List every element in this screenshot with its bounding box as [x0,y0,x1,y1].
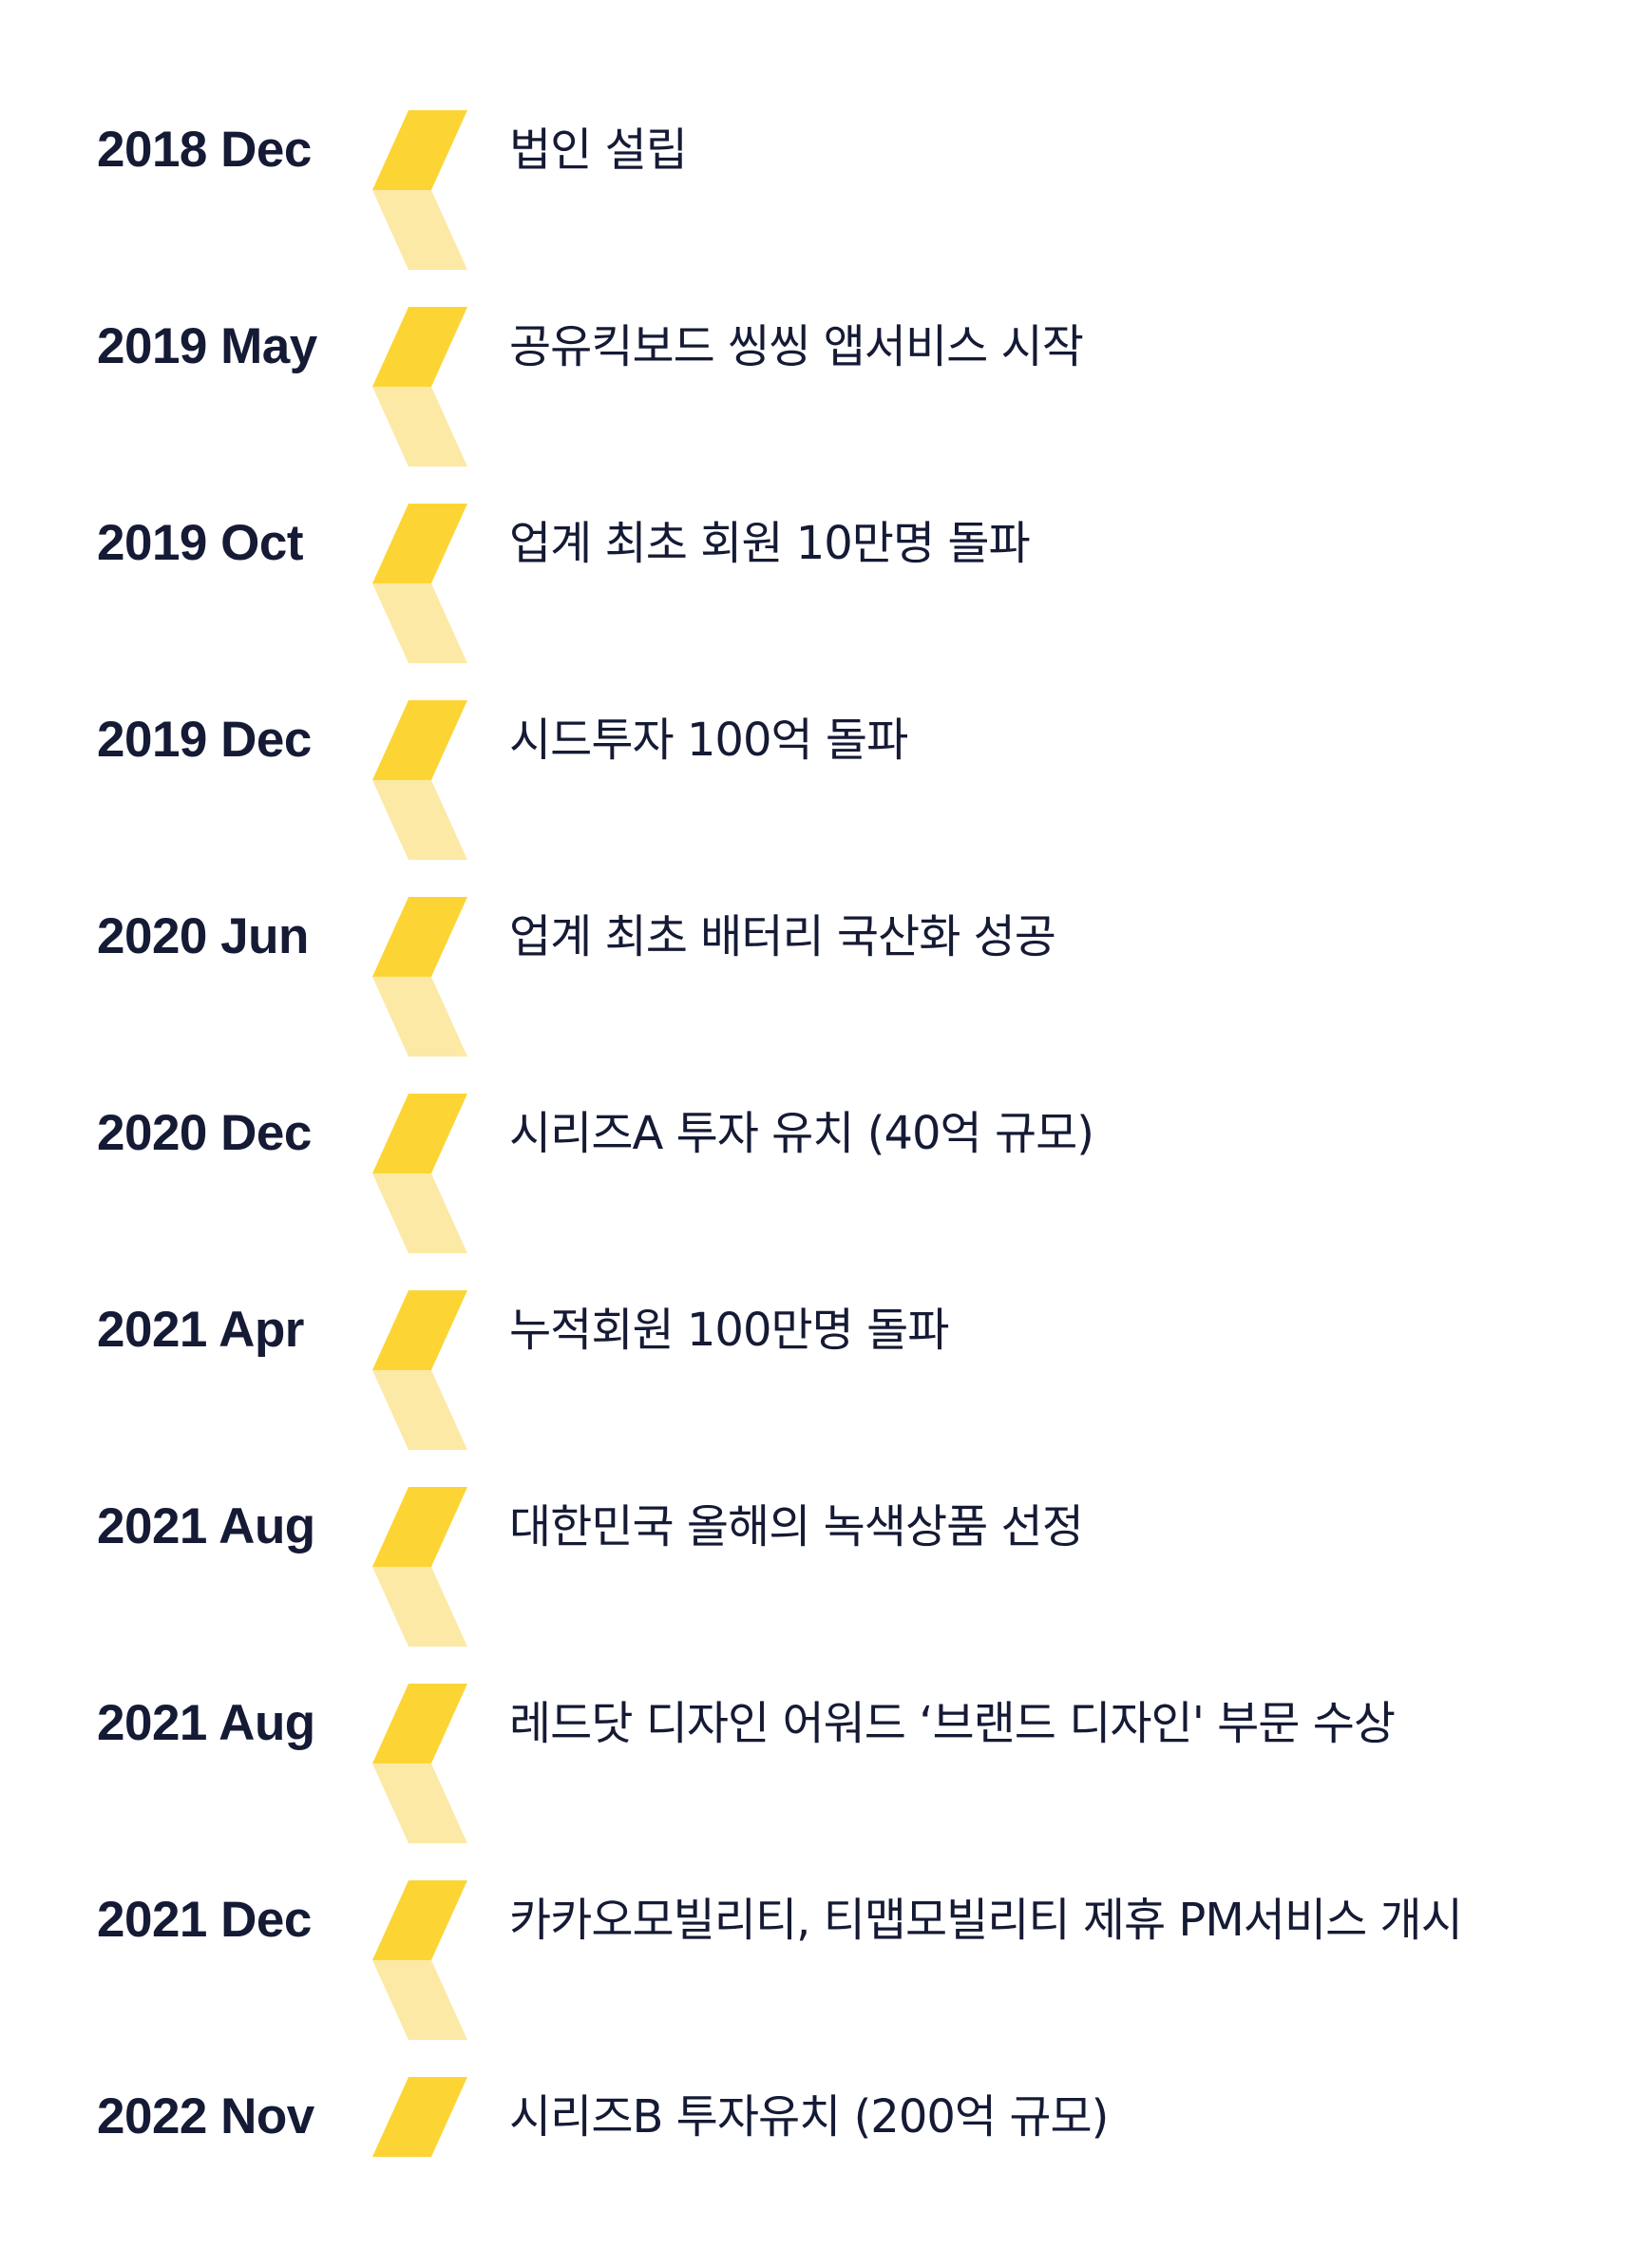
timeline-item: 2020 Dec 시리즈A 투자 유치 (40억 규모) [0,1094,1635,1173]
timeline-event: 업계 최초 회원 10만명 돌파 [509,517,1031,570]
chevron-icon [372,1960,467,2040]
chevron-icon [372,1094,467,1173]
timeline-item: 2021 Aug 대한민국 올해의 녹색상품 선정 [0,1487,1635,1567]
timeline-item: 2019 Oct 업계 최초 회원 10만명 돌파 [0,504,1635,583]
chevron-icon [372,977,467,1057]
timeline-item: 2020 Jun 업계 최초 배터리 국산화 성공 [0,897,1635,977]
timeline-item: 2021 Apr 누적회원 100만명 돌파 [0,1290,1635,1370]
chevron-icon [372,1567,467,1647]
timeline-event: 업계 최초 배터리 국산화 성공 [509,910,1056,963]
timeline-item: 2021 Dec 카카오모빌리티, 티맵모빌리티 제휴 PM서비스 개시 [0,1880,1635,1960]
chevron-icon [372,897,467,977]
chevron-icon [372,1173,467,1253]
timeline-item: 2019 Dec 시드투자 100억 돌파 [0,700,1635,780]
chevron-icon [372,1763,467,1843]
timeline-event: 공유킥보드 씽씽 앱서비스 시작 [509,320,1084,373]
timeline-item: 2018 Dec 법인 설립 [0,110,1635,190]
chevron-icon [372,1370,467,1450]
chevron-icon [372,1684,467,1763]
timeline-date: 2021 Dec [97,1892,312,1948]
chevron-icon [372,583,467,663]
timeline-event: 시리즈B 투자유치 (200억 규모) [509,2090,1109,2144]
timeline-date: 2022 Nov [97,2088,314,2144]
timeline-date: 2021 Aug [97,1695,315,1751]
chevron-icon [372,190,467,270]
timeline-date: 2018 Dec [97,122,312,178]
chevron-icon [372,1290,467,1370]
timeline-event: 시리즈A 투자 유치 (40억 규모) [509,1107,1094,1160]
chevron-icon [372,504,467,583]
timeline-event: 법인 설립 [509,124,688,177]
chevron-icon [372,2077,467,2157]
timeline-date: 2021 Apr [97,1302,304,1358]
timeline-event: 시드투자 100억 돌파 [509,714,908,767]
timeline-date: 2020 Dec [97,1105,312,1161]
timeline-item: 2021 Aug 레드닷 디자인 어워드 ‘브랜드 디자인' 부문 수상 [0,1684,1635,1763]
timeline-date: 2020 Jun [97,908,309,964]
chevron-icon [372,1880,467,1960]
timeline-event: 누적회원 100만명 돌파 [509,1304,949,1357]
timeline-date: 2021 Aug [97,1498,315,1554]
timeline-date: 2019 Oct [97,515,303,571]
timeline-item: 2019 May 공유킥보드 씽씽 앱서비스 시작 [0,307,1635,387]
timeline-event: 카카오모빌리티, 티맵모빌리티 제휴 PM서비스 개시 [509,1894,1463,1947]
chevron-icon [372,700,467,780]
timeline-date: 2019 Dec [97,712,312,768]
timeline-event: 레드닷 디자인 어워드 ‘브랜드 디자인' 부문 수상 [509,1697,1396,1750]
chevron-icon [372,307,467,387]
chevron-icon [372,387,467,467]
timeline-date: 2019 May [97,318,317,374]
timeline-item: 2022 Nov 시리즈B 투자유치 (200억 규모) [0,2077,1635,2157]
chevron-icon [372,110,467,190]
timeline-event: 대한민국 올해의 녹색상품 선정 [509,1500,1084,1553]
chevron-icon [372,780,467,860]
chevron-icon [372,1487,467,1567]
